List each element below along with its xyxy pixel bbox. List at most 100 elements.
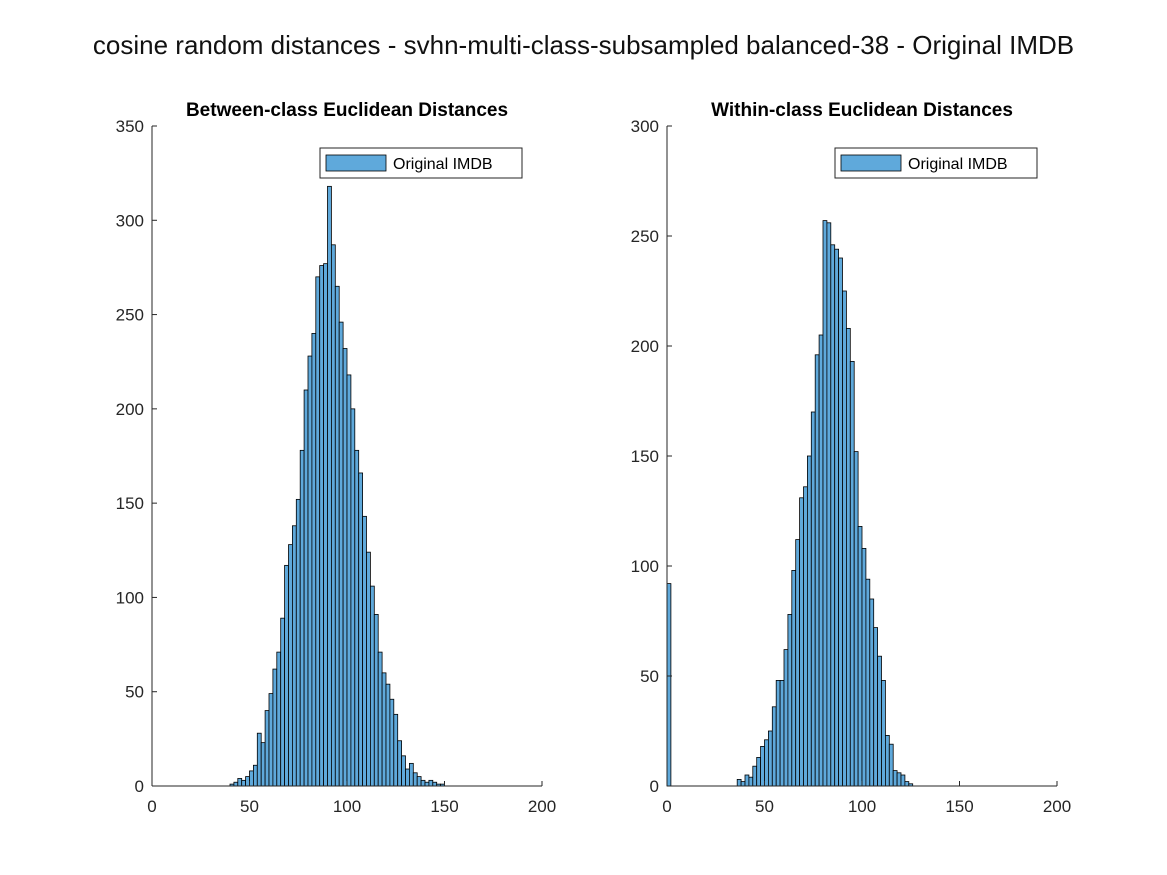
histogram-bar [881, 680, 886, 787]
histogram-bar [342, 348, 348, 787]
histogram-bar [892, 770, 898, 787]
histogram-bar [885, 735, 890, 787]
histogram-bar [877, 655, 882, 787]
histogram-bar [307, 355, 313, 787]
histogram-bar [818, 334, 824, 787]
histogram-bars [666, 220, 1018, 787]
histogram-bar [896, 772, 902, 787]
histogram-bar [366, 551, 371, 787]
histogram-bar [280, 617, 286, 787]
histogram-bar [237, 778, 243, 787]
histogram-bar [752, 765, 758, 787]
histogram-bar [424, 781, 430, 787]
histogram-bar [826, 222, 832, 787]
histogram-bar [853, 451, 859, 787]
legend-label: Original IMDB [908, 156, 1008, 173]
histogram-bar [764, 739, 769, 787]
histogram-bar [846, 327, 851, 787]
histogram-bar [865, 578, 871, 787]
histogram-bar [830, 244, 836, 787]
x-tick-label: 0 [147, 797, 156, 816]
histogram-bar [416, 776, 422, 787]
histogram-bar [358, 472, 364, 787]
histogram-bar [311, 333, 317, 787]
x-tick-label: 0 [662, 797, 671, 816]
legend: Original IMDB [319, 147, 523, 179]
y-tick-label: 150 [116, 494, 144, 513]
histogram-bar [401, 755, 406, 787]
histogram-bar [260, 742, 266, 787]
histogram-bar [842, 290, 847, 787]
histogram-bar [869, 598, 875, 787]
histogram-bar [810, 411, 816, 787]
y-tick-label: 350 [116, 117, 144, 136]
histogram-bar [295, 498, 301, 787]
y-tick-label: 50 [125, 683, 144, 702]
histogram-bar [744, 774, 750, 787]
histogram-bar [354, 449, 360, 787]
histogram-bar [276, 651, 282, 787]
histogram-bar [803, 486, 808, 787]
histogram-bar [397, 740, 403, 787]
histogram-bar [303, 389, 309, 787]
histogram-bar [408, 762, 414, 787]
histogram-bar [799, 497, 804, 787]
histogram-bar [771, 706, 777, 787]
histogram-bars [152, 185, 503, 787]
histogram-bar [420, 779, 426, 787]
histogram-bar [838, 257, 843, 787]
histogram-bar [381, 672, 387, 787]
histogram-bar [666, 583, 672, 787]
x-tick-label: 100 [333, 797, 361, 816]
histogram-bar [338, 321, 344, 787]
histogram-bar [888, 743, 894, 787]
histogram-bar [241, 779, 246, 787]
x-tick-label: 50 [240, 797, 259, 816]
x-tick-label: 100 [848, 797, 876, 816]
y-tick-label: 300 [116, 211, 144, 230]
histogram-bar [334, 285, 340, 787]
histogram-bar [256, 732, 262, 787]
figure-title: cosine random distances - svhn-multi-cla… [92, 30, 1075, 60]
y-tick-label: 200 [116, 400, 144, 419]
histogram-bar [350, 408, 356, 787]
histogram-bar [748, 776, 754, 787]
y-tick-label: 250 [116, 306, 144, 325]
y-tick-label: 150 [631, 447, 659, 466]
legend-swatch [840, 154, 902, 172]
y-tick-label: 200 [631, 337, 659, 356]
histogram-bar [284, 564, 289, 787]
subplot-2: 0 50 100 150 200 0 50 100 150 200 250 300 Within-cla… [631, 100, 1072, 816]
histogram-bar [288, 544, 293, 787]
histogram-bar [323, 263, 328, 787]
x-tick-label: 200 [1043, 797, 1071, 816]
histogram-bar [834, 248, 840, 787]
histogram-bar [245, 776, 250, 787]
histogram-bar [775, 680, 781, 787]
histogram-bar [252, 764, 258, 787]
subplot-title: Within-class Euclidean Distances [711, 100, 1013, 121]
histogram-bar [432, 781, 438, 787]
histogram-bar [428, 779, 434, 787]
histogram-bar [272, 668, 278, 787]
histogram-bar [405, 768, 410, 787]
x-tick-label: 200 [528, 797, 556, 816]
histogram-bar [412, 772, 418, 787]
histogram-bar [791, 570, 797, 787]
legend-swatch [325, 154, 387, 172]
histogram-bar [904, 781, 910, 787]
histogram-bar [822, 220, 828, 787]
histogram-bar [807, 455, 812, 787]
histogram-bar [873, 627, 879, 787]
histogram-bar [369, 585, 375, 787]
x-tick-label: 150 [945, 797, 973, 816]
histogram-bar [783, 649, 789, 787]
histogram-bar [768, 730, 773, 787]
histogram-bar [319, 265, 325, 787]
histogram-bar [849, 360, 855, 787]
histogram-bar [264, 710, 270, 787]
y-tick-label: 0 [135, 777, 144, 796]
histogram-bar [787, 614, 793, 787]
y-tick-label: 250 [631, 227, 659, 246]
